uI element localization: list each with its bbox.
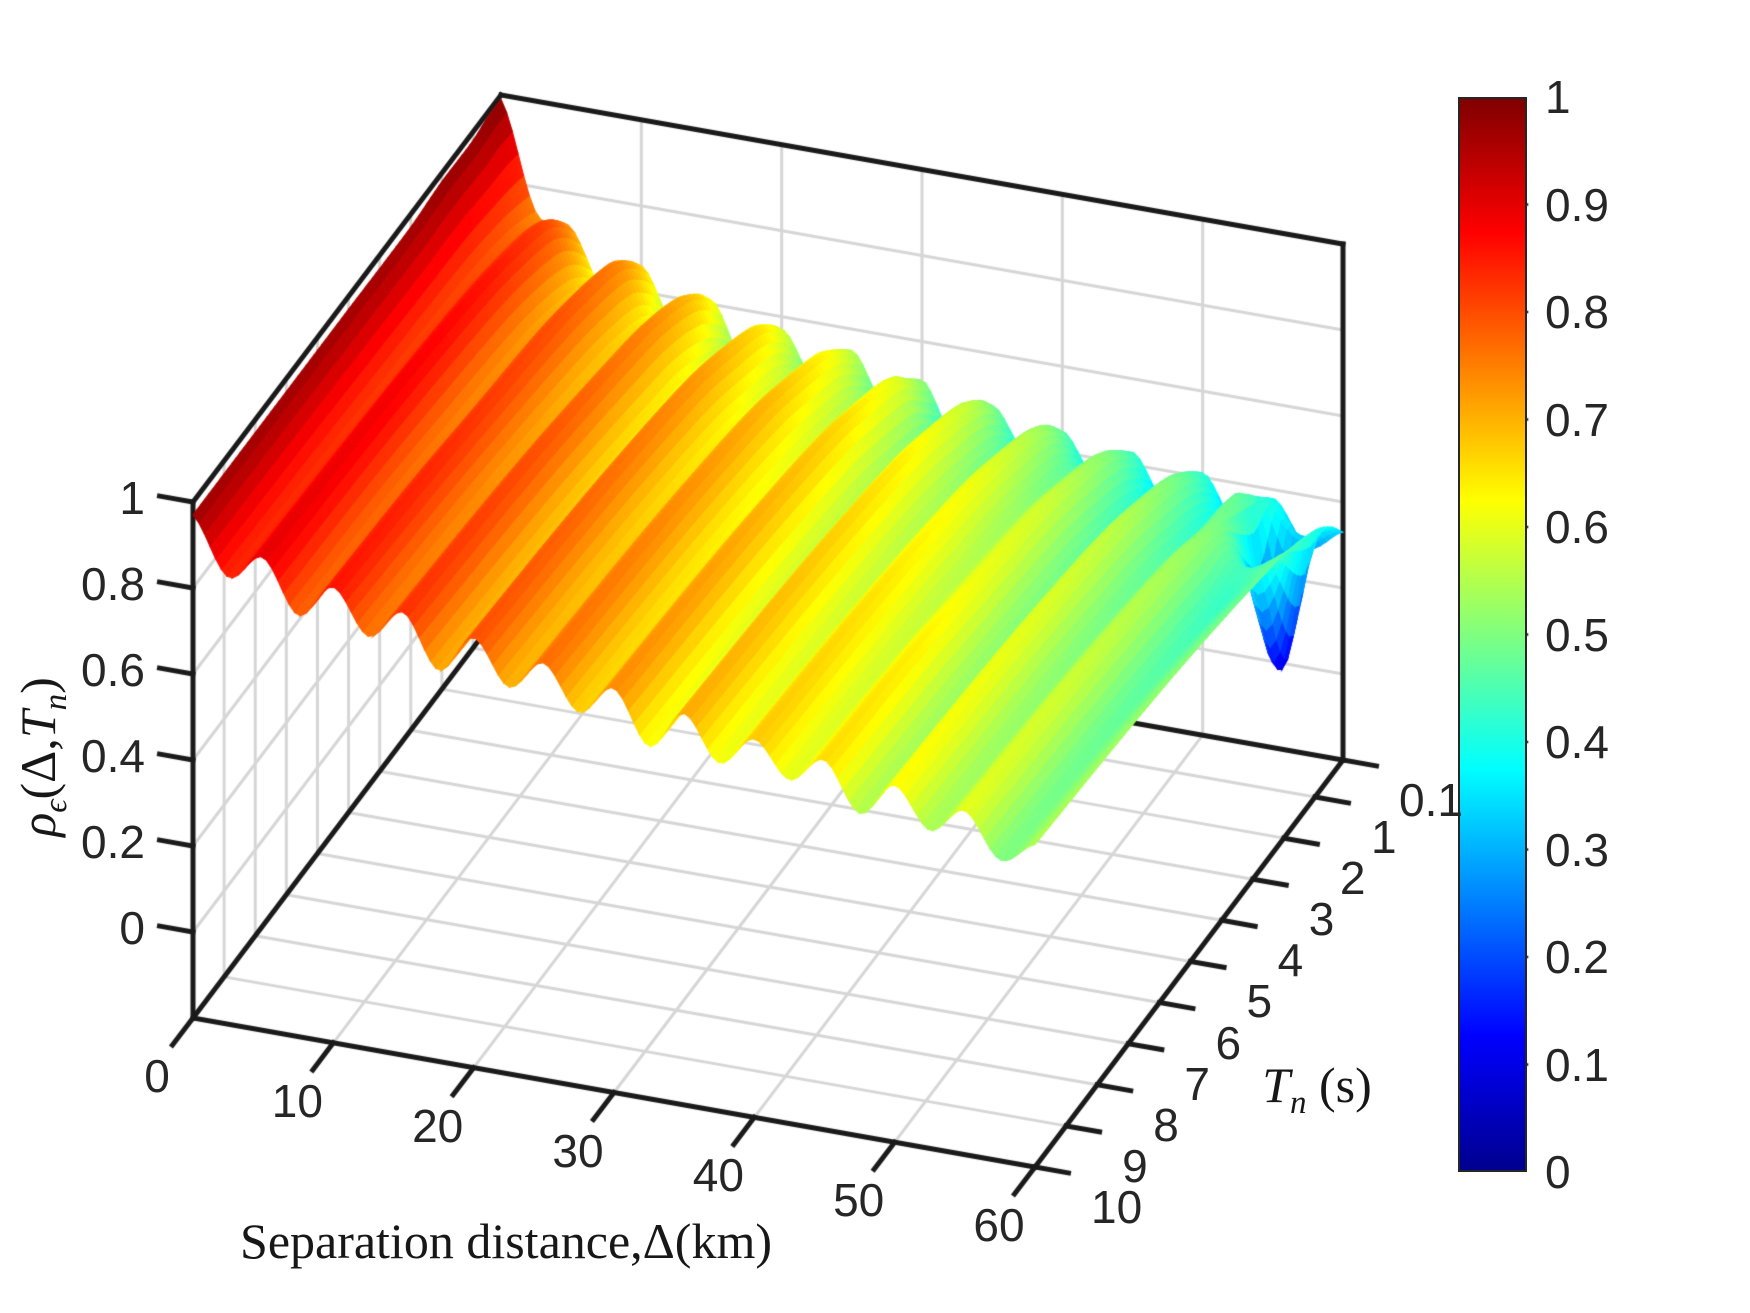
z-axis-label-symbol: ρ xyxy=(10,812,66,837)
z-tick-label: 0.2 xyxy=(81,816,145,868)
z-axis-label-t: T xyxy=(10,710,66,739)
colorbar-tick-label: 0.8 xyxy=(1545,286,1609,338)
x-tick-label: 60 xyxy=(973,1199,1025,1251)
colorbar-tick-label: 0.4 xyxy=(1545,716,1609,768)
colorbar-tick-label: 0 xyxy=(1545,1146,1571,1198)
y-tick-label: 2 xyxy=(1339,852,1366,905)
x-tick-label: 30 xyxy=(552,1124,604,1177)
y-tick-label: 8 xyxy=(1153,1098,1179,1151)
z-axis-label-args-open: (Δ, xyxy=(10,738,66,800)
y-tick-label: 6 xyxy=(1215,1016,1242,1069)
colorbar-tick-label: 0.5 xyxy=(1545,608,1609,661)
x-axis-label: Separation distance,Δ(km) xyxy=(240,1212,772,1270)
y-axis-label: Tn (s) xyxy=(1262,1056,1372,1122)
x-tick-label: 40 xyxy=(692,1149,744,1202)
y-tick-label: 9 xyxy=(1122,1139,1148,1192)
y-tick-label: 10 xyxy=(1091,1181,1143,1233)
z-tick-label: 1 xyxy=(119,472,145,524)
z-axis-label-args-close: ) xyxy=(10,677,66,694)
y-axis-label-subscript: n xyxy=(1290,1085,1307,1121)
colorbar xyxy=(1458,97,1527,1172)
colorbar-tick-label: 0.6 xyxy=(1545,501,1609,553)
colorbar-tick-label: 0.1 xyxy=(1545,1038,1609,1091)
y-tick-label: 4 xyxy=(1277,934,1304,987)
z-tick-label: 0.8 xyxy=(81,558,145,610)
colorbar-tick-label: 1 xyxy=(1545,71,1571,123)
z-axis-label-subscript: ϵ xyxy=(38,799,74,813)
z-axis-label: ρϵ(Δ,Tn) xyxy=(9,677,75,837)
colorbar-tick-label: 0.2 xyxy=(1545,931,1609,983)
x-tick-label: 0 xyxy=(144,1050,170,1102)
colorbar-tick-label: 0.7 xyxy=(1545,393,1609,446)
colorbar-tick-label: 0.9 xyxy=(1545,178,1609,231)
x-tick-label: 50 xyxy=(833,1174,885,1227)
x-tick-label: 20 xyxy=(412,1099,464,1152)
z-axis-label-t-subscript: n xyxy=(38,693,74,711)
y-axis-label-unit: (s) xyxy=(1306,1057,1372,1113)
y-tick-label: 7 xyxy=(1184,1057,1210,1110)
colorbar-tick-label: 0.3 xyxy=(1545,823,1609,876)
x-tick-label: 10 xyxy=(271,1074,323,1127)
z-tick-label: 0 xyxy=(119,902,145,954)
z-tick-label: 0.4 xyxy=(81,730,145,782)
y-axis-label-symbol: T xyxy=(1262,1057,1291,1113)
y-tick-label: 3 xyxy=(1308,893,1335,946)
x-axis-label-text: Separation distance,Δ(km) xyxy=(240,1213,772,1269)
y-tick-label: 0.1 xyxy=(1399,774,1463,826)
y-tick-label: 1 xyxy=(1371,811,1397,863)
y-tick-label: 5 xyxy=(1246,975,1273,1028)
z-tick-label: 0.6 xyxy=(81,644,145,696)
